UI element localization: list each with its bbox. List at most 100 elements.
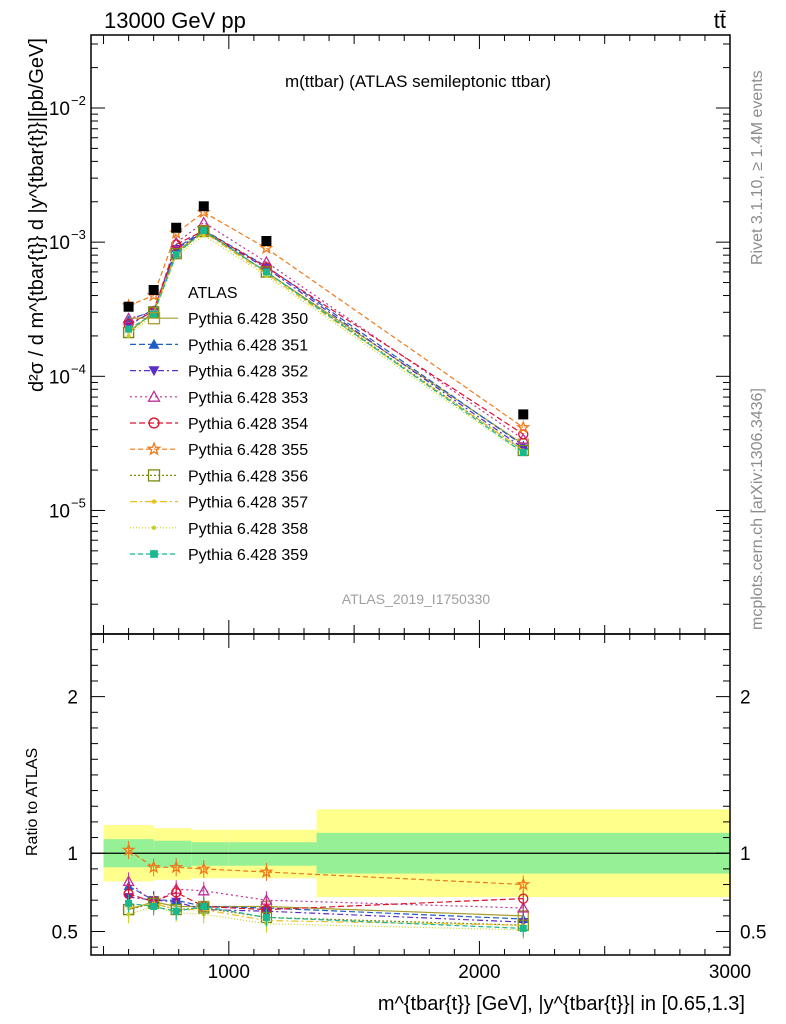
atlas-data-point	[198, 201, 209, 212]
legend-entry: Pythia 6.428 356	[130, 468, 308, 485]
ratio-y-tick-label-right: 0.5	[740, 923, 766, 944]
main-series-point	[150, 310, 158, 318]
main-series-3	[122, 216, 530, 444]
atlas-data-points	[123, 201, 529, 420]
main-series-0	[122, 224, 529, 450]
ratio-series-point	[197, 884, 210, 896]
atlas-data-point	[148, 284, 159, 295]
main-y-tick-label: 10	[49, 501, 70, 522]
legend-entry: Pythia 6.428 354	[130, 416, 308, 433]
legend-entry: Pythia 6.428 352	[130, 364, 308, 381]
ratio-series-point	[121, 842, 136, 857]
atlas-data-point	[171, 222, 182, 233]
ratio-inner-band	[228, 842, 317, 866]
main-y-tick-label: 10	[49, 99, 70, 120]
main-y-axis-label: d²σ / d m^{tbar{t}} d |y^{tbar{t}}|[pb/G…	[26, 38, 48, 392]
analysis-id: ATLAS_2019_I1750330	[342, 591, 491, 607]
ratio-inner-band	[153, 840, 192, 868]
main-series-point	[519, 449, 527, 457]
energy-label: 13000 GeV pp	[104, 8, 246, 33]
legend-label: Pythia 6.428 359	[188, 547, 308, 564]
legend-marker	[148, 417, 160, 429]
legend-label: Pythia 6.428 358	[188, 521, 308, 538]
main-plot-frame	[90, 34, 731, 635]
rivet-label: Rivet 3.1.10, ≥ 1.4M events	[749, 70, 766, 265]
ratio-series-point	[150, 902, 158, 910]
ratio-y-tick-label: 1	[67, 844, 78, 865]
ratio-series-line	[128, 896, 524, 923]
main-series-point	[170, 248, 182, 260]
ratio-y-axis-label: Ratio to ATLAS	[24, 748, 41, 856]
ratio-series-line	[128, 902, 524, 926]
ratio-y-tick-label: 2	[67, 688, 78, 709]
ratio-series-point	[171, 887, 182, 898]
main-series-point	[200, 227, 208, 235]
legend-entry-atlas: ATLAS	[188, 285, 238, 302]
x-tick-label: 2000	[458, 962, 500, 983]
x-axis-label: m^{tbar{t}} [GeV], |y^{tbar{t}}| in [0.6…	[378, 993, 745, 1015]
ratio-series-point	[172, 907, 180, 915]
process-label: tt̄	[714, 8, 726, 33]
main-series-8	[126, 233, 526, 456]
ratio-series-point	[519, 924, 527, 932]
legend-entry: Pythia 6.428 357	[130, 495, 308, 512]
ratio-y-tick-label-right: 1	[740, 844, 751, 865]
legend-label: ATLAS	[188, 285, 238, 302]
atlas-data-point	[518, 409, 529, 420]
main-series-1	[123, 225, 529, 450]
legend-label: Pythia 6.428 354	[188, 416, 308, 433]
main-series-2	[123, 228, 529, 454]
ratio-series-point	[200, 902, 208, 910]
legend-marker	[147, 469, 161, 482]
main-series-point	[259, 240, 274, 255]
main-series-line	[128, 211, 524, 428]
legend-entry: Pythia 6.428 350	[130, 311, 308, 328]
main-series-6	[122, 225, 529, 457]
ratio-y-tick-label-right: 2	[740, 688, 751, 709]
legend-marker	[148, 338, 160, 349]
main-series-point	[126, 333, 131, 338]
ratio-y-tick-label: 0.5	[52, 923, 78, 944]
ratio-series-line	[128, 905, 524, 931]
main-series-point	[201, 233, 206, 238]
ratio-series-point	[126, 912, 131, 917]
main-series-point	[516, 420, 531, 434]
legend-marker	[147, 389, 161, 402]
ratio-uncertainty-bands	[91, 809, 730, 898]
legend-entry: Pythia 6.428 353	[130, 390, 308, 407]
legend-label: Pythia 6.428 353	[188, 390, 308, 407]
x-tick-label: 3000	[709, 962, 751, 983]
main-series-point	[170, 236, 183, 248]
legend: ATLAS Pythia 6.428 350 Pythia 6.428 351 Pyt…	[130, 285, 308, 564]
legend-label: Pythia 6.428 355	[188, 442, 308, 459]
main-series-9	[125, 227, 527, 457]
atlas-data-point	[123, 301, 134, 312]
ratio-series-9	[125, 894, 527, 938]
main-series-7	[126, 230, 526, 453]
main-series-line	[128, 229, 524, 454]
mcplots-label: mcplots.cern.ch [arXiv:1306.3436]	[749, 388, 766, 630]
main-y-tick-exponent: −5	[71, 495, 86, 510]
ratio-series-point	[518, 893, 529, 904]
ratio-axes: 0.5 0.5 1 1 2 2 1000 2000 3000	[52, 634, 766, 983]
main-y-tick-exponent: −2	[71, 93, 86, 108]
ratio-series-5	[121, 841, 531, 894]
ratio-series-line	[128, 849, 524, 886]
legend-entry: Pythia 6.428 358	[130, 521, 308, 538]
legend-label: Pythia 6.428 357	[188, 495, 308, 512]
ratio-plot-panel: 0.5 0.5 1 1 2 2 1000 2000 3000 Ratio to ATLAS m^…	[24, 633, 766, 1015]
legend-label: Pythia 6.428 351	[188, 337, 308, 354]
ratio-plot-marks	[121, 841, 531, 939]
main-y-tick-exponent: −3	[71, 227, 86, 242]
legend-entry: Pythia 6.428 351	[130, 337, 308, 354]
ratio-series-point	[196, 861, 211, 875]
legend-entry: Pythia 6.428 359	[130, 547, 308, 564]
main-series-line	[128, 231, 524, 451]
ratio-series-point	[517, 901, 530, 913]
main-series-point	[260, 255, 273, 267]
ratio-series-point	[516, 877, 531, 891]
ratio-plot-frame	[90, 633, 731, 956]
legend-entry: Pythia 6.428 355	[130, 441, 308, 459]
ratio-series-8	[126, 897, 526, 939]
